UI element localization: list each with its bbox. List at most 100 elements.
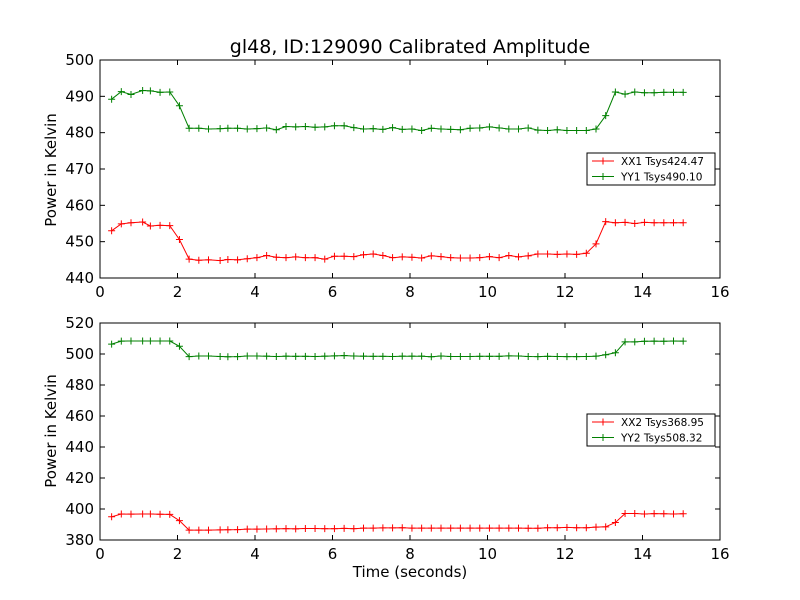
data-point <box>544 352 552 360</box>
data-point <box>272 253 280 261</box>
y-tick-label: 500 <box>65 345 94 363</box>
data-point <box>282 525 290 533</box>
data-point <box>216 257 224 265</box>
data-point <box>427 353 435 361</box>
data-point <box>360 352 367 360</box>
data-point <box>650 337 658 345</box>
data-point <box>360 524 367 532</box>
data-point <box>544 126 552 134</box>
x-tick-label: 6 <box>328 283 338 301</box>
data-point <box>195 526 203 534</box>
data-point <box>301 525 309 533</box>
data-point <box>582 352 590 360</box>
data-point <box>398 125 406 133</box>
x-tick-label: 0 <box>95 545 105 563</box>
data-point <box>243 255 251 263</box>
x-tick-label: 4 <box>250 283 260 301</box>
legend-box <box>586 413 716 447</box>
data-point <box>456 524 464 532</box>
data-point <box>350 352 358 360</box>
data-point <box>524 124 532 132</box>
y-tick-label: 500 <box>65 51 94 69</box>
data-point <box>379 352 387 360</box>
data-point <box>282 352 290 360</box>
legend-marker <box>599 173 607 180</box>
data-point <box>292 525 300 533</box>
y-tick-label: 460 <box>65 407 94 425</box>
data-point <box>216 125 224 133</box>
data-point <box>640 337 648 345</box>
data-point <box>602 523 610 531</box>
data-point <box>272 352 280 360</box>
data-point <box>139 337 147 345</box>
data-point <box>175 235 183 243</box>
data-point <box>292 253 300 261</box>
data-point <box>418 524 426 532</box>
data-point <box>476 124 484 132</box>
data-point <box>631 338 639 346</box>
data-point <box>340 252 348 260</box>
data-point <box>485 253 493 261</box>
data-point <box>660 510 668 518</box>
data-point <box>408 125 416 133</box>
data-point <box>640 510 648 518</box>
top-panel: 0 2 4 6 8 10 12 14 16 440 450 460 470 480 490 500 XX1 Ts… <box>65 51 729 301</box>
data-point <box>621 338 629 346</box>
y-tick-label: 490 <box>65 87 94 105</box>
y-tick-label: 440 <box>65 269 94 287</box>
data-point <box>311 352 319 360</box>
y-tick-label: 400 <box>65 500 94 518</box>
data-point <box>369 250 377 258</box>
data-point <box>573 250 581 258</box>
data-point <box>292 352 300 360</box>
data-point <box>195 256 203 264</box>
data-point <box>553 126 561 134</box>
data-point <box>650 510 658 518</box>
data-point <box>631 220 639 227</box>
data-point <box>330 525 338 533</box>
data-point <box>515 524 522 532</box>
data-point <box>205 125 212 133</box>
data-point <box>301 254 309 262</box>
data-point <box>340 122 348 130</box>
y-tick-label: 520 <box>65 314 94 332</box>
data-point <box>156 337 164 345</box>
data-point <box>476 352 484 360</box>
data-point <box>321 123 329 131</box>
data-point <box>224 353 232 361</box>
data-point <box>408 524 416 532</box>
data-point <box>505 524 513 532</box>
data-point <box>263 124 271 132</box>
data-point <box>224 255 232 263</box>
data-point <box>456 352 464 360</box>
data-point <box>679 88 687 96</box>
data-point <box>437 125 445 133</box>
x-tick-label: 14 <box>633 283 652 301</box>
data-point <box>321 525 329 533</box>
data-point <box>660 88 668 96</box>
data-point <box>272 525 280 533</box>
data-point <box>127 510 135 518</box>
data-point <box>330 122 338 130</box>
data-point <box>389 352 397 360</box>
data-point <box>253 254 261 262</box>
data-point <box>117 337 125 345</box>
data-point <box>216 352 224 360</box>
data-point <box>379 524 387 532</box>
data-point <box>340 352 348 360</box>
x-tick-label: 2 <box>173 545 183 563</box>
data-point <box>515 352 522 360</box>
data-point <box>670 337 677 345</box>
data-point <box>582 249 590 257</box>
data-point <box>156 221 164 229</box>
data-point <box>437 524 445 532</box>
data-point <box>166 88 174 96</box>
data-point <box>640 89 648 97</box>
data-point <box>253 525 261 533</box>
data-point <box>139 510 147 518</box>
data-point <box>330 252 338 260</box>
data-point <box>389 254 397 262</box>
data-point <box>389 524 397 532</box>
data-point <box>563 250 571 258</box>
